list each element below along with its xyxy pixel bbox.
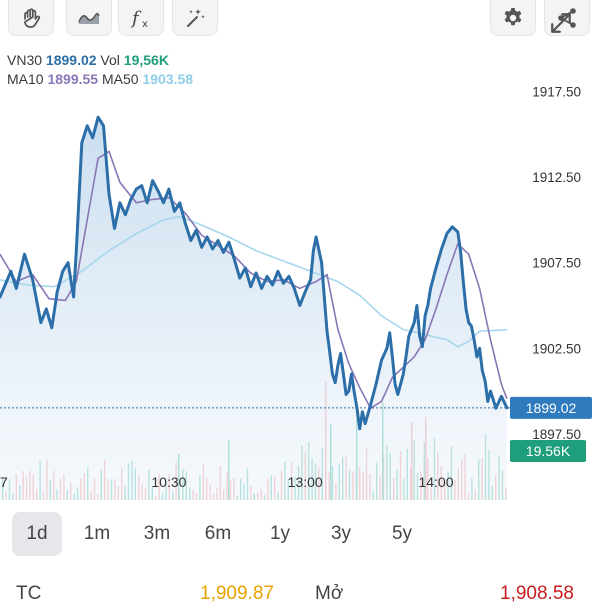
last-price-tag: 1899.02 [510,396,592,419]
y-tick-label: 1912.50 [532,170,581,185]
ma-info-line: MA10 1899.55 MA50 1903.58 [7,70,193,88]
x-tick-label: 14:00 [418,474,453,490]
function-icon: f x [130,8,148,30]
range-button-1y[interactable]: 1y [269,523,291,544]
indicator-button[interactable]: f x [118,0,164,36]
symbol-label: VN30 [7,52,43,68]
svg-text:x: x [142,19,148,30]
price-area [0,117,507,500]
reference-value: 1,909.87 [200,583,274,604]
volume-value: 19,56K [123,52,169,68]
volume-label: Vol [100,52,120,68]
y-tick-label: 1917.50 [532,85,581,100]
ma10-value: 1899.55 [47,71,99,87]
y-axis: 1917.50 1912.50 1907.50 1902.50 1897.50 [532,85,581,442]
price-info-line: VN30 1899.02 Vol 19,56K [7,51,169,69]
range-button-1d[interactable]: 1d [12,512,62,556]
line-style-button[interactable] [66,0,112,36]
range-button-3y[interactable]: 3y [330,523,352,544]
reference-label: TC [16,583,42,604]
open-value: 1,908.58 [500,583,574,604]
gear-icon [504,7,522,25]
range-selector: 1d 1m 3m 6m 1y 3y 5y [0,512,600,558]
ma50-line [0,215,507,348]
chart-toolbar: f x [0,0,600,44]
price-line [0,115,509,431]
range-button-3m[interactable]: 3m [143,523,171,544]
y-tick-label: 1897.50 [532,427,581,442]
expand-icon[interactable] [546,8,576,38]
last-volume-tag: 19.56K [510,440,586,462]
last-price-tag-label: 1899.02 [526,400,577,416]
hand-tool-button[interactable] [8,0,54,36]
svg-text:f: f [130,8,142,29]
x-tick-label: 7 [0,474,8,490]
quote-stats-row: TC 1,909.87 Mở 1,908.58 [0,583,600,613]
y-tick-label: 1907.50 [532,256,581,271]
ma50-value: 1903.58 [142,71,194,87]
ma10-label: MA10 [7,71,44,87]
range-button-5y[interactable]: 5y [391,523,413,544]
hand-icon [24,7,41,28]
y-tick-label: 1902.50 [532,341,581,356]
x-tick-label: 13:00 [288,474,323,490]
magic-wand-icon [187,8,205,27]
x-axis: 7 10:30 13:00 14:00 [0,474,454,490]
drawing-tool-button[interactable] [172,0,218,36]
range-button-1m[interactable]: 1m [83,523,111,544]
range-button-6m[interactable]: 6m [204,523,232,544]
last-volume-tag-label: 19.56K [526,443,571,459]
price-chart[interactable]: 1917.50 1912.50 1907.50 1902.50 1897.50 1899… [0,40,600,500]
open-label: Mở [315,583,344,604]
line-chart-icon [78,12,100,24]
last-price-value: 1899.02 [45,52,97,68]
share-icon [558,7,576,28]
ma50-label: MA50 [101,71,139,87]
settings-button[interactable] [490,0,536,36]
x-tick-label: 10:30 [151,474,186,490]
